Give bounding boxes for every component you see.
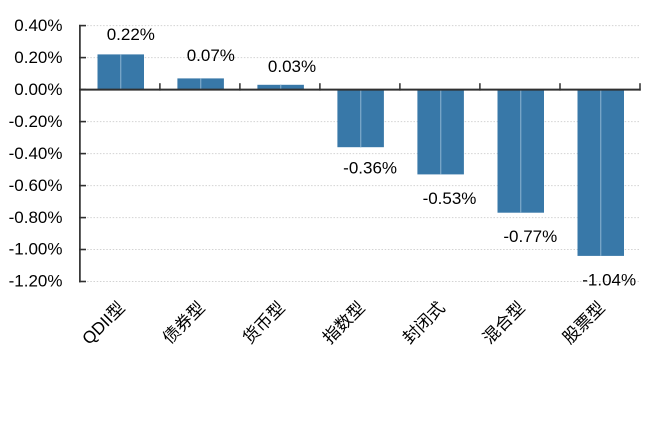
svg-text:0.00%: 0.00% — [14, 80, 62, 99]
svg-text:0.22%: 0.22% — [107, 25, 155, 44]
svg-text:-0.20%: -0.20% — [9, 112, 63, 131]
svg-text:-1.20%: -1.20% — [9, 272, 63, 291]
svg-text:-0.80%: -0.80% — [9, 208, 63, 227]
svg-text:0.07%: 0.07% — [187, 46, 235, 65]
svg-text:0.03%: 0.03% — [268, 57, 316, 76]
svg-text:-0.53%: -0.53% — [423, 189, 477, 208]
svg-text:0.40%: 0.40% — [14, 16, 62, 35]
svg-text:-0.77%: -0.77% — [503, 227, 557, 246]
svg-text:-0.40%: -0.40% — [9, 144, 63, 163]
svg-text:-0.36%: -0.36% — [343, 158, 397, 177]
svg-text:-1.04%: -1.04% — [582, 271, 636, 290]
svg-text:-1.00%: -1.00% — [9, 240, 63, 259]
svg-text:-0.60%: -0.60% — [9, 176, 63, 195]
svg-text:0.20%: 0.20% — [14, 48, 62, 67]
